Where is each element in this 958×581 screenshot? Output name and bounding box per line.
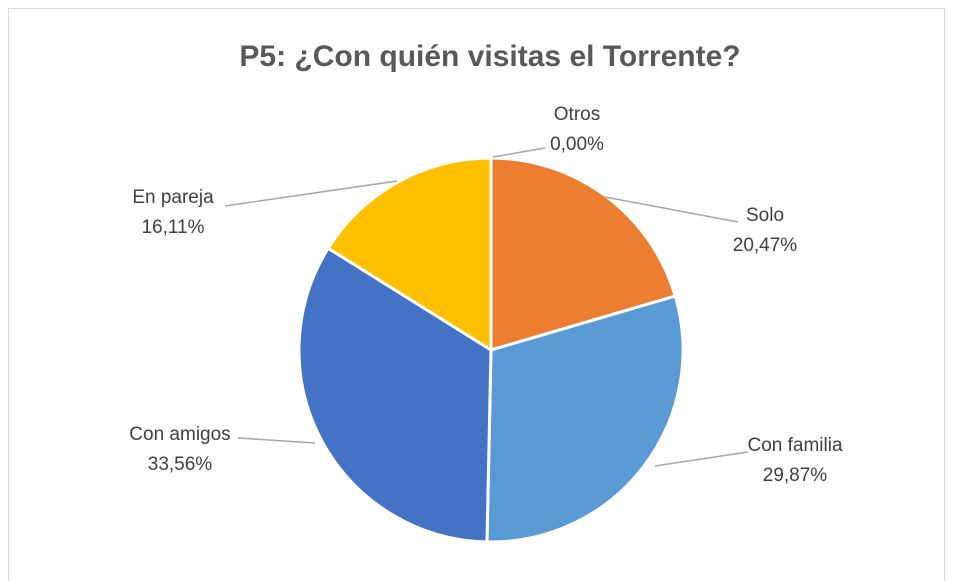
value-label: 0,00%	[550, 134, 604, 155]
pie-slice	[489, 156, 677, 352]
leader-line	[237, 437, 316, 444]
leader-line	[654, 451, 749, 467]
category-label: Otros	[554, 104, 600, 125]
value-label: 20,47%	[733, 235, 798, 256]
category-label: Con familia	[747, 435, 842, 456]
value-label: 16,11%	[141, 217, 204, 238]
leader-line	[604, 196, 739, 223]
category-label: Con amigos	[129, 424, 230, 445]
value-label: 29,87%	[763, 465, 828, 486]
pie-slice	[326, 156, 493, 352]
value-label: 33,56%	[148, 454, 213, 475]
leader-line	[224, 180, 398, 207]
pie-slice	[485, 294, 685, 544]
chart-title: P5: ¿Con quién visitas el Torrente?	[239, 40, 740, 73]
leader-line	[492, 147, 546, 158]
category-label: En pareja	[132, 187, 214, 208]
category-label: Solo	[746, 205, 784, 226]
